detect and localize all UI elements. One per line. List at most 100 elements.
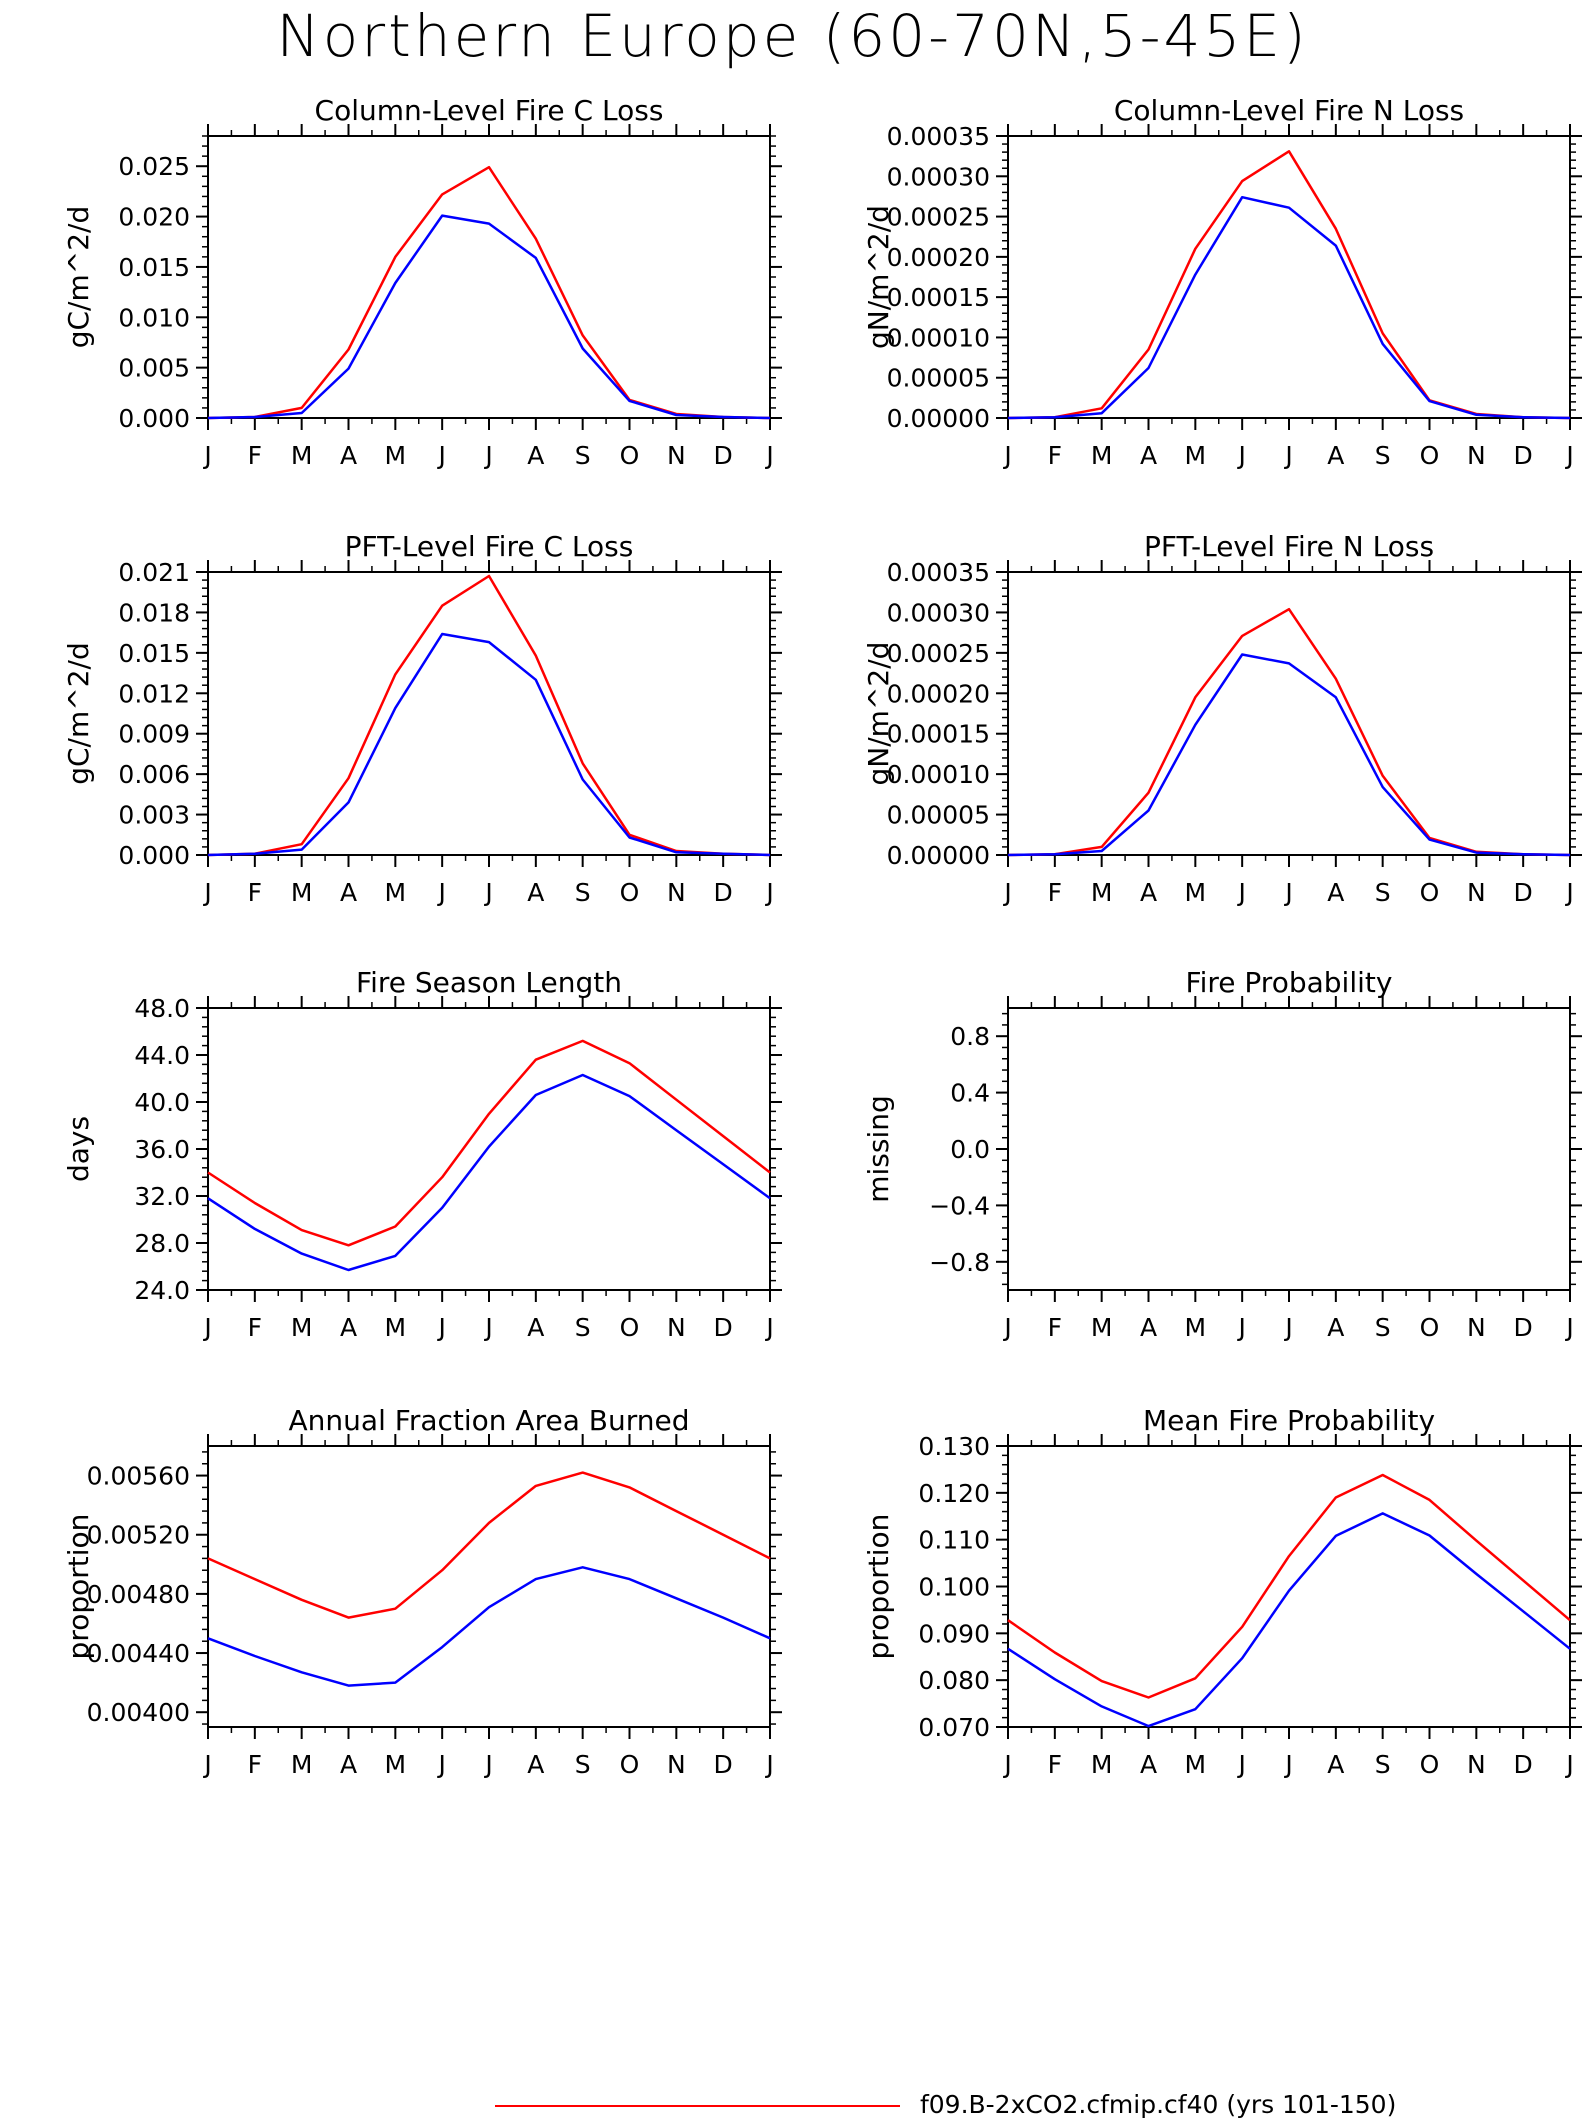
y-tick-label: 40.0 [134, 1088, 190, 1117]
x-tick-label: J [1283, 878, 1292, 907]
x-tick-label: J [1002, 1313, 1011, 1342]
x-tick-label: J [202, 441, 211, 470]
x-tick-label: M [291, 1750, 313, 1779]
x-tick-label: M [385, 1313, 407, 1342]
x-tick-label: D [714, 1750, 733, 1779]
series-line-1 [207, 574, 771, 857]
y-tick-label: 0.00020 [887, 243, 990, 272]
x-tick-label: O [620, 1313, 640, 1342]
x-tick-label: A [527, 878, 544, 907]
x-tick-label: D [714, 878, 733, 907]
x-tick-label: A [1327, 441, 1344, 470]
y-tick-label: 44.0 [134, 1041, 190, 1070]
x-tick-label: J [1002, 878, 1011, 907]
x-tick-label: J [764, 1313, 773, 1342]
y-tick-label: 32.0 [134, 1182, 190, 1211]
y-tick-label: 0.00035 [887, 558, 990, 587]
y-tick-label: 0.00005 [887, 801, 990, 830]
y-tick-label: 36.0 [134, 1135, 190, 1164]
x-tick-label: J [1564, 1750, 1573, 1779]
y-axis-label: days [62, 1116, 95, 1182]
x-tick-label: A [1140, 1313, 1157, 1342]
x-tick-label: S [575, 878, 591, 907]
y-tick-label: 0.00000 [887, 841, 990, 870]
x-tick-label: F [248, 441, 262, 470]
y-tick-label: 0.120 [918, 1479, 990, 1508]
y-tick-label: 0.000 [118, 404, 190, 433]
x-tick-label: M [385, 878, 407, 907]
x-tick-label: J [202, 1313, 211, 1342]
y-tick-label: 0.00010 [887, 323, 990, 352]
page-title: Northern Europe (60-70N,5-45E) [276, 2, 1309, 70]
chart-panel-7: J F M A M J J A S O N D J0.004000.004400.004800.0052… [62, 1404, 782, 1779]
y-tick-label: 24.0 [134, 1276, 190, 1305]
series-line-2 [207, 214, 771, 420]
y-tick-label: 0.00015 [887, 720, 990, 749]
x-tick-label: F [248, 1313, 262, 1342]
x-tick-label: A [340, 1313, 357, 1342]
x-tick-label: D [714, 1313, 733, 1342]
x-tick-label: J [1564, 1313, 1573, 1342]
x-tick-label: S [1375, 878, 1391, 907]
chart-title: Annual Fraction Area Burned [289, 1404, 690, 1437]
x-tick-label: N [667, 878, 686, 907]
x-tick-label: J [202, 1750, 211, 1779]
x-tick-label: F [1048, 1750, 1062, 1779]
x-tick-label: N [1467, 1750, 1486, 1779]
y-tick-label: 0.130 [918, 1432, 990, 1461]
x-tick-label: N [667, 441, 686, 470]
x-tick-label: J [436, 878, 445, 907]
legend-entry: f09.B-2xCO2.cfmip.cf40 (yrs 101-150) [495, 2090, 1396, 2119]
series-line-1 [1007, 1473, 1571, 1699]
x-tick-label: J [1002, 1750, 1011, 1779]
y-axis-label: gN/m^2/d [862, 205, 895, 349]
chart-panel-4: J F M A M J J A S O N D J0.000000.000050.000100.0001… [862, 530, 1582, 907]
y-tick-label: 0.00030 [887, 598, 990, 627]
x-tick-label: A [1140, 1750, 1157, 1779]
y-tick-label: 0.021 [118, 558, 190, 587]
x-tick-label: J [483, 1750, 492, 1779]
x-tick-label: J [1236, 1313, 1245, 1342]
x-tick-label: F [1048, 441, 1062, 470]
x-tick-label: J [1283, 1750, 1292, 1779]
x-tick-label: J [483, 1313, 492, 1342]
y-tick-label: 0.4 [950, 1079, 990, 1108]
x-tick-label: J [202, 878, 211, 907]
x-tick-label: M [385, 1750, 407, 1779]
y-tick-label: 0.020 [118, 203, 190, 232]
y-tick-label: 0.0 [950, 1135, 990, 1164]
y-tick-label: 0.015 [118, 253, 190, 282]
x-tick-label: J [1564, 878, 1573, 907]
y-tick-label: 0.070 [918, 1713, 990, 1742]
y-tick-label: 28.0 [134, 1229, 190, 1258]
x-tick-label: S [1375, 1313, 1391, 1342]
chart-title: Column-Level Fire C Loss [315, 94, 664, 127]
x-tick-label: J [436, 1750, 445, 1779]
y-tick-label: 0.080 [918, 1666, 990, 1695]
chart-title: Fire Season Length [356, 966, 622, 999]
x-tick-label: J [436, 441, 445, 470]
y-tick-label: 0.015 [118, 639, 190, 668]
x-tick-label: M [1185, 1750, 1207, 1779]
series-line-1 [1007, 150, 1571, 420]
x-tick-label: S [1375, 1750, 1391, 1779]
y-tick-label: 0.00030 [887, 162, 990, 191]
x-tick-label: J [1236, 1750, 1245, 1779]
y-tick-label: 0.00025 [887, 639, 990, 668]
plot-frame [1007, 1007, 1571, 1291]
x-tick-label: D [1514, 878, 1533, 907]
x-tick-label: M [1185, 878, 1207, 907]
x-tick-label: M [291, 878, 313, 907]
x-tick-label: F [1048, 1313, 1062, 1342]
plot-frame [207, 571, 771, 856]
y-tick-label: 0.025 [118, 152, 190, 181]
x-tick-label: J [764, 441, 773, 470]
x-tick-label: A [527, 1750, 544, 1779]
x-tick-label: O [1420, 1750, 1440, 1779]
chart-panel-8: J F M A M J J A S O N D J0.0700.0800.0900.1000.1100.… [862, 1404, 1582, 1779]
x-tick-label: O [620, 441, 640, 470]
x-tick-label: A [340, 1750, 357, 1779]
x-tick-label: N [1467, 441, 1486, 470]
y-tick-label: 0.00440 [87, 1639, 190, 1668]
